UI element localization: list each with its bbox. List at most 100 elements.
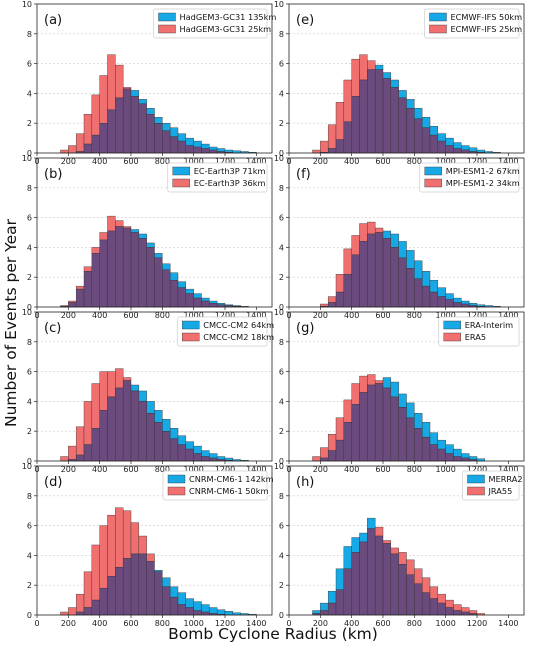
panel-g-bar-overlap [429,444,439,462]
panel-d-bar-overlap [193,610,202,616]
panel-d-bar-overlap [99,587,108,616]
panel-g-bar-overlap [406,417,415,462]
panel-b-bar-overlap [75,288,85,308]
panel-d-legend-label: CNRM-CM6-1 142km [189,474,274,484]
panel-d-bar-series1 [154,570,163,572]
panel-a-bar-overlap [91,134,100,154]
panel-d-bar-series2 [68,607,77,616]
panel-h-bar-series1 [327,590,337,604]
panel-h-bar-series2 [398,552,407,565]
panel-g-bar-series1 [398,393,407,408]
panel-c-bar-series1 [216,456,226,460]
panel-h-bar-series2 [374,526,384,537]
panel-h-ytick-label: 8 [279,492,284,501]
panel-c-bar-overlap [115,387,124,462]
panel-b-bar-series1 [146,242,155,248]
panel-e-bar-overlap [437,140,446,154]
panel-c-bar-series2 [83,401,93,445]
panel-h-bar-overlap [437,602,446,616]
panel-f-ytick-label: 8 [279,184,284,193]
panel-c-bar-overlap [169,438,179,462]
panel-c-bar-overlap [75,454,85,462]
panel-b-bar-series1 [169,272,179,281]
panel-a-bar-overlap [115,97,124,154]
panel-f-bar-overlap [437,296,446,308]
panel-a-ytick-label: 6 [27,60,32,69]
panel-h-bar-series1 [335,568,345,590]
panel-e-xtick-label: 1400 [498,157,518,166]
panel-d-bar-series2 [107,514,116,577]
panel-a-bar-series1 [193,140,202,148]
panel-b-bar-overlap [68,302,77,308]
panel-h-bar-overlap [421,592,431,616]
panel-h-bar-series2 [429,586,439,599]
panel-b-xtick-label: 1000 [183,311,203,320]
panel-d-bar-overlap [130,553,140,616]
panel-h-legend-swatch [467,474,485,484]
panel-g-bar-series2 [335,417,345,441]
panel-b-legend-swatch [172,166,190,176]
panel-b-bar-overlap [138,238,147,308]
panel-b-bar-series2 [91,247,100,254]
panel-a-bar-series2 [122,87,132,90]
panel-g-bar-overlap [445,453,454,462]
panel-e-bar-series1 [382,72,392,79]
panel-h-bar-overlap [406,574,415,616]
panel-h-label: (h) [296,475,314,490]
panel-e-bar-series1 [429,125,439,136]
panel-h: 0 200 400 600 800 1000 1200 1400 0 2 4 6 8 10 (h) MERRA… [274,462,525,628]
panel-a-xtick-label: 600 [123,157,138,166]
panel-b-bar-overlap [107,230,116,308]
panel-d-bar-overlap [146,561,155,616]
panel-e-bar-series1 [406,99,415,109]
panel-c-bar-series1 [224,457,234,461]
panel-a-bar-overlap [209,149,218,154]
panel-b-bar-overlap [162,269,171,308]
panel-a-bar-overlap [193,146,202,154]
panel-b-xtick-label: 400 [92,311,107,320]
panel-b-bar-series2 [122,226,132,229]
panel-a-bar-series1 [216,148,226,152]
panel-b-ytick-label: 6 [27,214,32,223]
panel-a-ytick-label: 2 [27,119,32,128]
panel-c-bar-series2 [107,371,116,398]
panel-e-xtick-label: 400 [344,157,359,166]
panel-a-bar-series2 [115,64,124,99]
panel-b-bar-overlap [83,271,93,308]
panel-c-bar-series2 [60,456,69,462]
panel-b-bar-series1 [201,297,210,302]
panel-f-label: (f) [296,167,311,182]
panel-g-xtick-label: 1000 [435,465,455,474]
panel-f-bar-overlap [359,241,368,308]
panel-f-bar-overlap [390,247,399,308]
panel-a-bar-series1 [130,90,140,97]
panel-c-bar-overlap [185,448,194,462]
panel-h-bar-overlap [445,607,454,616]
panel-g-bar-series2 [327,433,337,451]
panel-a-bar-overlap [83,143,93,154]
panel-e-xtick-label: 200 [313,157,328,166]
panel-e-bar-series2 [312,149,321,154]
panel-c-xtick-label: 200 [61,465,76,474]
panel-g-bar-overlap [374,383,384,462]
panel-e-xtick-label: 800 [407,157,422,166]
panel-d-xtick-label: 1400 [246,619,266,628]
panel-f-ytick-label: 6 [279,214,284,223]
panel-c-bar-series1 [146,401,155,414]
panel-a-bar-series2 [91,94,100,136]
panel-f-xtick-label: 1400 [498,311,518,320]
panel-e-bar-overlap [382,78,392,154]
panel-h-bar-overlap [327,602,337,616]
panel-d-bar-series1 [162,577,171,587]
panel-e-ytick-label: 4 [279,89,284,98]
panel-d-frame [36,465,273,616]
panel-a-xtick-label: 1000 [183,157,203,166]
panel-a-bar-overlap [201,148,210,154]
panel-e-bar-series1 [437,133,446,142]
panel-e-bar-overlap [453,148,462,154]
panel-c-bar-overlap [193,453,202,462]
y-axis-title: Number of Events per Year [2,218,20,427]
panel-c-bar-series1 [162,419,171,432]
panel-a-bar-overlap [107,109,116,154]
